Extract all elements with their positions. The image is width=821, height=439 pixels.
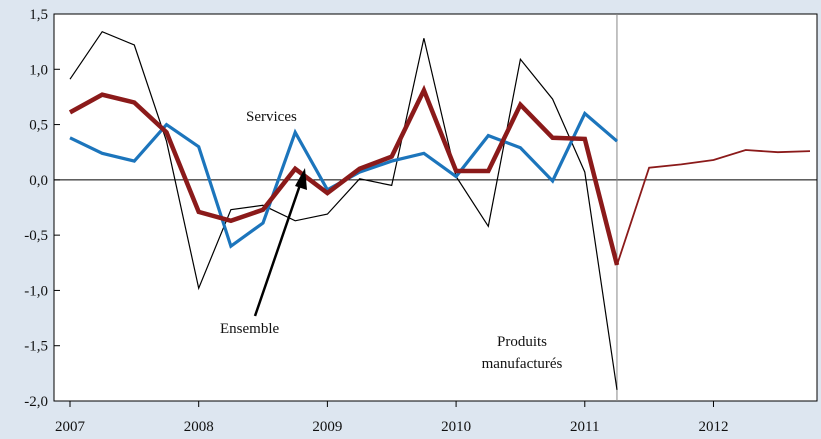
ensemble-arrow-head xyxy=(295,168,307,190)
series-line-ensemble xyxy=(68,84,620,266)
y-axis-ticks: 1,5 1,0 0,5 0,0 -0,5 -1,0 -1,5 -2,0 xyxy=(24,7,60,410)
ensemble-arrow-shaft xyxy=(253,181,303,317)
annotation-ensemble: Ensemble xyxy=(220,321,279,337)
y-tick-label: 0,5 xyxy=(29,118,48,134)
x-tick-label: 2011 xyxy=(570,419,599,435)
x-tick-label: 2007 xyxy=(55,419,86,435)
series-layer xyxy=(68,30,811,390)
x-tick-label: 2008 xyxy=(184,419,214,435)
x-tick-label: 2009 xyxy=(312,419,342,435)
x-axis-ticks: 2007 2008 2009 2010 2011 2012 xyxy=(55,401,728,435)
x-tick-label: 2012 xyxy=(698,419,728,435)
y-tick-label: -2,0 xyxy=(24,394,48,410)
plot-area xyxy=(53,13,818,402)
annotation-produits-line2: manufacturés xyxy=(482,356,563,372)
y-tick-label: 1,5 xyxy=(29,7,48,23)
y-tick-label: 0,0 xyxy=(29,173,48,189)
series-line-projection xyxy=(616,149,811,266)
x-tick-label: 2010 xyxy=(441,419,471,435)
annotation-produits-line1: Produits xyxy=(497,334,547,350)
annotation-services: Services xyxy=(246,109,297,125)
y-tick-label: -0,5 xyxy=(24,228,48,244)
y-tick-label: -1,5 xyxy=(24,339,48,355)
y-tick-label: 1,0 xyxy=(29,62,48,78)
y-tick-label: -1,0 xyxy=(24,283,48,299)
